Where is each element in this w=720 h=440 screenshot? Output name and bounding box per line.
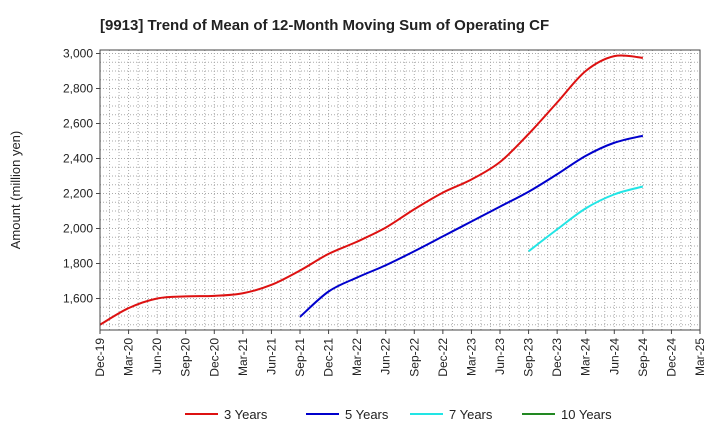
x-tick-label: Mar-22 [350, 338, 364, 376]
x-tick-label: Mar-23 [464, 338, 478, 376]
x-tick-label: Jun-20 [150, 338, 164, 375]
y-tick-label: 1,600 [63, 292, 93, 306]
y-tick-label: 2,000 [63, 222, 93, 236]
x-axis-ticks: Dec-19 Mar-20 Jun-20 Sep-20 Dec-20 Mar-21 Jun-… [93, 330, 707, 377]
series-line-7-years [527, 185, 644, 253]
legend-label: 10 Years [561, 407, 612, 422]
gridlines [99, 50, 701, 330]
x-tick-label: Jun-23 [493, 338, 507, 375]
y-axis-ticks: 1,600 1,800 2,000 2,200 2,400 2,600 2,800 3,000 [63, 47, 100, 306]
y-axis-label: Amount (million yen) [8, 131, 23, 250]
y-tick-label: 2,800 [63, 82, 93, 96]
y-tick-label: 2,600 [63, 117, 93, 131]
x-tick-label: Dec-20 [207, 338, 221, 377]
series-line-3-years [99, 54, 643, 326]
plot-area [100, 50, 700, 330]
x-tick-label: Dec-23 [550, 338, 564, 377]
x-tick-label: Dec-21 [322, 338, 336, 377]
x-tick-label: Sep-21 [293, 338, 307, 377]
x-tick-label: Mar-25 [693, 338, 707, 376]
x-tick-label: Sep-22 [407, 338, 421, 377]
y-tick-label: 3,000 [63, 47, 93, 61]
x-tick-label: Dec-24 [664, 338, 678, 377]
x-tick-label: Mar-24 [579, 338, 593, 376]
legend: 3 Years 5 Years 7 Years 10 Years [185, 407, 612, 422]
legend-label: 7 Years [449, 407, 493, 422]
x-tick-label: Jun-24 [607, 338, 621, 375]
plot-border [99, 49, 701, 331]
x-tick-label: Sep-23 [522, 338, 536, 377]
x-tick-label: Sep-24 [636, 338, 650, 377]
x-tick-label: Mar-21 [236, 338, 250, 376]
series-lines [99, 54, 644, 326]
y-tick-label: 1,800 [63, 257, 93, 271]
x-tick-label: Jun-21 [264, 338, 278, 375]
x-tick-label: Mar-20 [122, 338, 136, 376]
x-tick-label: Sep-20 [179, 338, 193, 377]
x-tick-label: Dec-19 [93, 338, 107, 377]
series-line-5-years [299, 134, 644, 318]
y-tick-label: 2,200 [63, 187, 93, 201]
legend-label: 3 Years [224, 407, 268, 422]
x-tick-label: Dec-22 [436, 338, 450, 377]
x-tick-label: Jun-22 [379, 338, 393, 375]
legend-label: 5 Years [345, 407, 389, 422]
y-tick-label: 2,400 [63, 152, 93, 166]
chart-title: [9913] Trend of Mean of 12-Month Moving … [100, 17, 549, 34]
